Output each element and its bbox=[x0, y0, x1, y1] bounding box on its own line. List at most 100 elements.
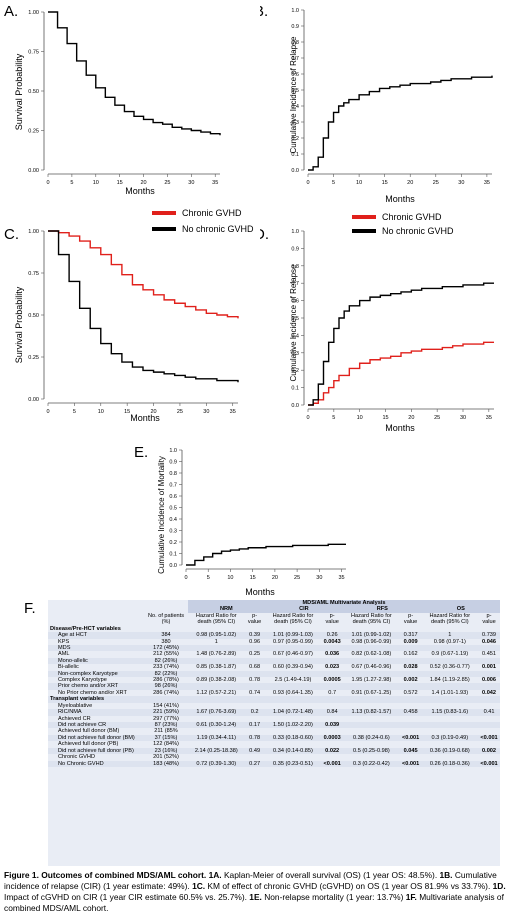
os-p-cell bbox=[478, 657, 500, 665]
cir-hr-cell: 0.33 (0.18-0.60) bbox=[264, 734, 322, 742]
series-line-no-chronic-gvhd bbox=[308, 282, 494, 406]
y-tick-label: 1.0 bbox=[169, 448, 177, 454]
series-line-no-chronic-gvhd bbox=[48, 230, 239, 383]
y-tick-label: 0.50 bbox=[28, 313, 39, 319]
y-tick-label: 0.5 bbox=[169, 506, 177, 512]
rfs-p-cell bbox=[399, 722, 422, 729]
group-os: OS bbox=[421, 606, 500, 613]
x-tick-label: 25 bbox=[177, 409, 183, 415]
variable-name: Myeloablative bbox=[58, 702, 93, 709]
table-row: RIC/NMA 221 (59%) 1.67 (0.76-3.69) 0.2 1.04 … bbox=[48, 709, 500, 716]
x-tick-label: 15 bbox=[382, 180, 388, 186]
nrm-p-cell bbox=[244, 670, 265, 678]
cir-p-cell: 0.0005 bbox=[323, 677, 341, 684]
os-hr-cell bbox=[421, 670, 479, 678]
os-hr-cell: 0.26 (0.18-0.36) bbox=[421, 760, 479, 767]
variable-name: Mono-allelic bbox=[48, 657, 144, 665]
cir-p-cell: 0.0043 bbox=[323, 638, 341, 645]
section-label: Transplant variables bbox=[48, 696, 500, 703]
table-row: Did not achieve CR 87 (23%) 0.61 (0.30-1.2… bbox=[48, 722, 500, 729]
x-tick-label: 35 bbox=[212, 180, 218, 186]
panel-b-ylabel: Cumulative Incidence of Relapse bbox=[289, 36, 298, 154]
nrm-hr-cell bbox=[188, 670, 245, 678]
table-row: Non-complex Karyotype 82 (22%) bbox=[48, 670, 500, 678]
panel-a-xlabel: Months bbox=[125, 186, 155, 196]
group-rfs: RFS bbox=[343, 606, 422, 613]
x-tick-label: 25 bbox=[433, 180, 439, 186]
multivariate-table: MDS/AML Multivariate Analysis NRM CIR RF… bbox=[48, 600, 500, 866]
x-tick-label: 35 bbox=[338, 575, 344, 581]
table-row: MDS 172 (45%) bbox=[48, 644, 500, 652]
y-tick-label: 0.75 bbox=[28, 271, 39, 277]
rfs-hr-cell bbox=[343, 683, 400, 690]
panel-e-axes: 0.0 0.1 0.2 0.3 0.4 0.5 0.6 0.7 0.8 0.9 1.0 0 5 10 15 2… bbox=[169, 448, 346, 581]
os-hr-cell: 1.4 (1.01-1.93) bbox=[431, 689, 469, 696]
patients-cell: 221 (59%) bbox=[144, 709, 188, 716]
x-tick-label: 30 bbox=[316, 575, 322, 581]
rfs-p-cell bbox=[399, 644, 422, 652]
y-tick-label: 0.9 bbox=[291, 246, 299, 252]
panel-d-legend-chronic: Chronic GVHD bbox=[382, 212, 442, 222]
table-row: Did not achieve full donor (PB) 23 (16%) 2… bbox=[48, 747, 500, 755]
table-row: KPS 380 1 0.96 0.97 (0.95-0.99) 0.0043 0.98 (0… bbox=[48, 639, 500, 645]
x-tick-label: 5 bbox=[332, 180, 335, 186]
cir-hr-cell: 0.93 (0.64-1.35) bbox=[273, 689, 313, 696]
patients-cell: 183 (48%) bbox=[144, 760, 188, 767]
series-line-main bbox=[186, 543, 346, 566]
panel-b-axes: 0.0 0.1 0.2 0.3 0.4 0.5 0.6 0.7 0.8 0.9 1.0 0 5 10 15 2… bbox=[291, 8, 493, 186]
panel-a-axes: 1.00 0.75 0.50 0.25 0.00 0 5 10 15 20 25 30 35 bbox=[28, 10, 221, 186]
panel-a-chart: A. Survival Probability Months 1.00 0.75 0… bbox=[4, 3, 221, 196]
variable-name: Achieved full donor (BM) bbox=[58, 728, 120, 735]
nrm-hr-cell: 0.72 (0.39-1.30) bbox=[188, 760, 245, 767]
x-tick-label: 0 bbox=[46, 409, 49, 415]
multivariate-analysis-table: MDS/AML Multivariate Analysis NRM CIR RF… bbox=[48, 600, 500, 767]
rfs-hr-cell: 0.98 (0.96-0.99) bbox=[351, 638, 392, 645]
variable-name: Achieved full donor (PB) bbox=[58, 741, 119, 748]
nrm-p-cell bbox=[244, 657, 265, 665]
patients-cell: 23 (16%) bbox=[144, 747, 188, 755]
nrm-hr-cell: 2.14 (0.25-18.38) bbox=[188, 747, 245, 755]
y-tick-label: 0.75 bbox=[28, 50, 39, 56]
variable-name: Bi-allelic bbox=[58, 664, 79, 671]
panel-label-e: E. bbox=[134, 444, 148, 461]
cir-hr-cell: 0.67 (0.46-0.97) bbox=[273, 651, 313, 658]
os-p-cell: 0.042 bbox=[482, 689, 497, 696]
os-p-cell: <0.001 bbox=[478, 734, 500, 742]
panel-c-xlabel: Months bbox=[130, 413, 160, 423]
x-tick-label: 25 bbox=[164, 180, 170, 186]
patients-cell: 380 bbox=[161, 638, 171, 645]
caption-ref-1f: 1F. bbox=[405, 892, 417, 902]
os-hr-cell: 0.3 (0.19-0.49) bbox=[421, 734, 479, 742]
variable-name: Prior chemo and/or XRT bbox=[48, 683, 144, 690]
patients-cell: 211 (85% bbox=[154, 728, 178, 735]
cir-p-cell bbox=[321, 670, 344, 678]
nrm-hr-cell bbox=[188, 683, 245, 690]
panel-c-axes: 1.00 0.75 0.50 0.25 0.00 0 5 10 15 20 25 30 35 bbox=[28, 229, 239, 415]
variable-name: Did not achieve full donor (BM) bbox=[48, 734, 144, 742]
panel-e-chart: E. Cumulative Incidence of Mortality Mon… bbox=[134, 444, 346, 597]
nrm-hr-cell: 1.19 (0.34-4.11) bbox=[188, 734, 245, 742]
variable-name: Did not achieve CR bbox=[48, 722, 144, 729]
cir-p-cell: <0.001 bbox=[321, 760, 344, 767]
nrm-hr-cell: 1.48 (0.76-2.89) bbox=[196, 651, 237, 658]
caption-text-1e: Non-relapse mortality (1 year: 13.7%) bbox=[261, 892, 406, 902]
cir-hr-cell: 0.97 (0.95-0.99) bbox=[273, 638, 313, 645]
x-tick-label: 15 bbox=[117, 180, 123, 186]
x-tick-label: 30 bbox=[460, 415, 466, 421]
caption-ref-1b: 1B. bbox=[439, 870, 453, 880]
patients-cell: 286 (78%) bbox=[153, 677, 179, 684]
nrm-p-cell: 0.68 bbox=[249, 664, 261, 671]
os-p-cell bbox=[478, 722, 500, 729]
y-tick-label: 0.8 bbox=[169, 471, 177, 477]
col-hr: Hazard Ratio for death (95% CI) bbox=[429, 612, 471, 626]
y-tick-label: 0.5 bbox=[291, 316, 299, 322]
y-tick-label: 1.00 bbox=[28, 10, 39, 16]
caption-text-1a: Kaplan-Meier of overall survival (OS) (1… bbox=[221, 870, 440, 880]
variable-name: MDS bbox=[48, 644, 144, 652]
y-tick-label: 1.00 bbox=[28, 229, 39, 235]
x-tick-label: 0 bbox=[306, 180, 309, 186]
rfs-p-cell: 0.572 bbox=[403, 689, 418, 696]
x-tick-label: 30 bbox=[458, 180, 464, 186]
cir-p-cell bbox=[321, 683, 344, 690]
table-row: Myeloablative 154 (41%) bbox=[48, 703, 500, 709]
